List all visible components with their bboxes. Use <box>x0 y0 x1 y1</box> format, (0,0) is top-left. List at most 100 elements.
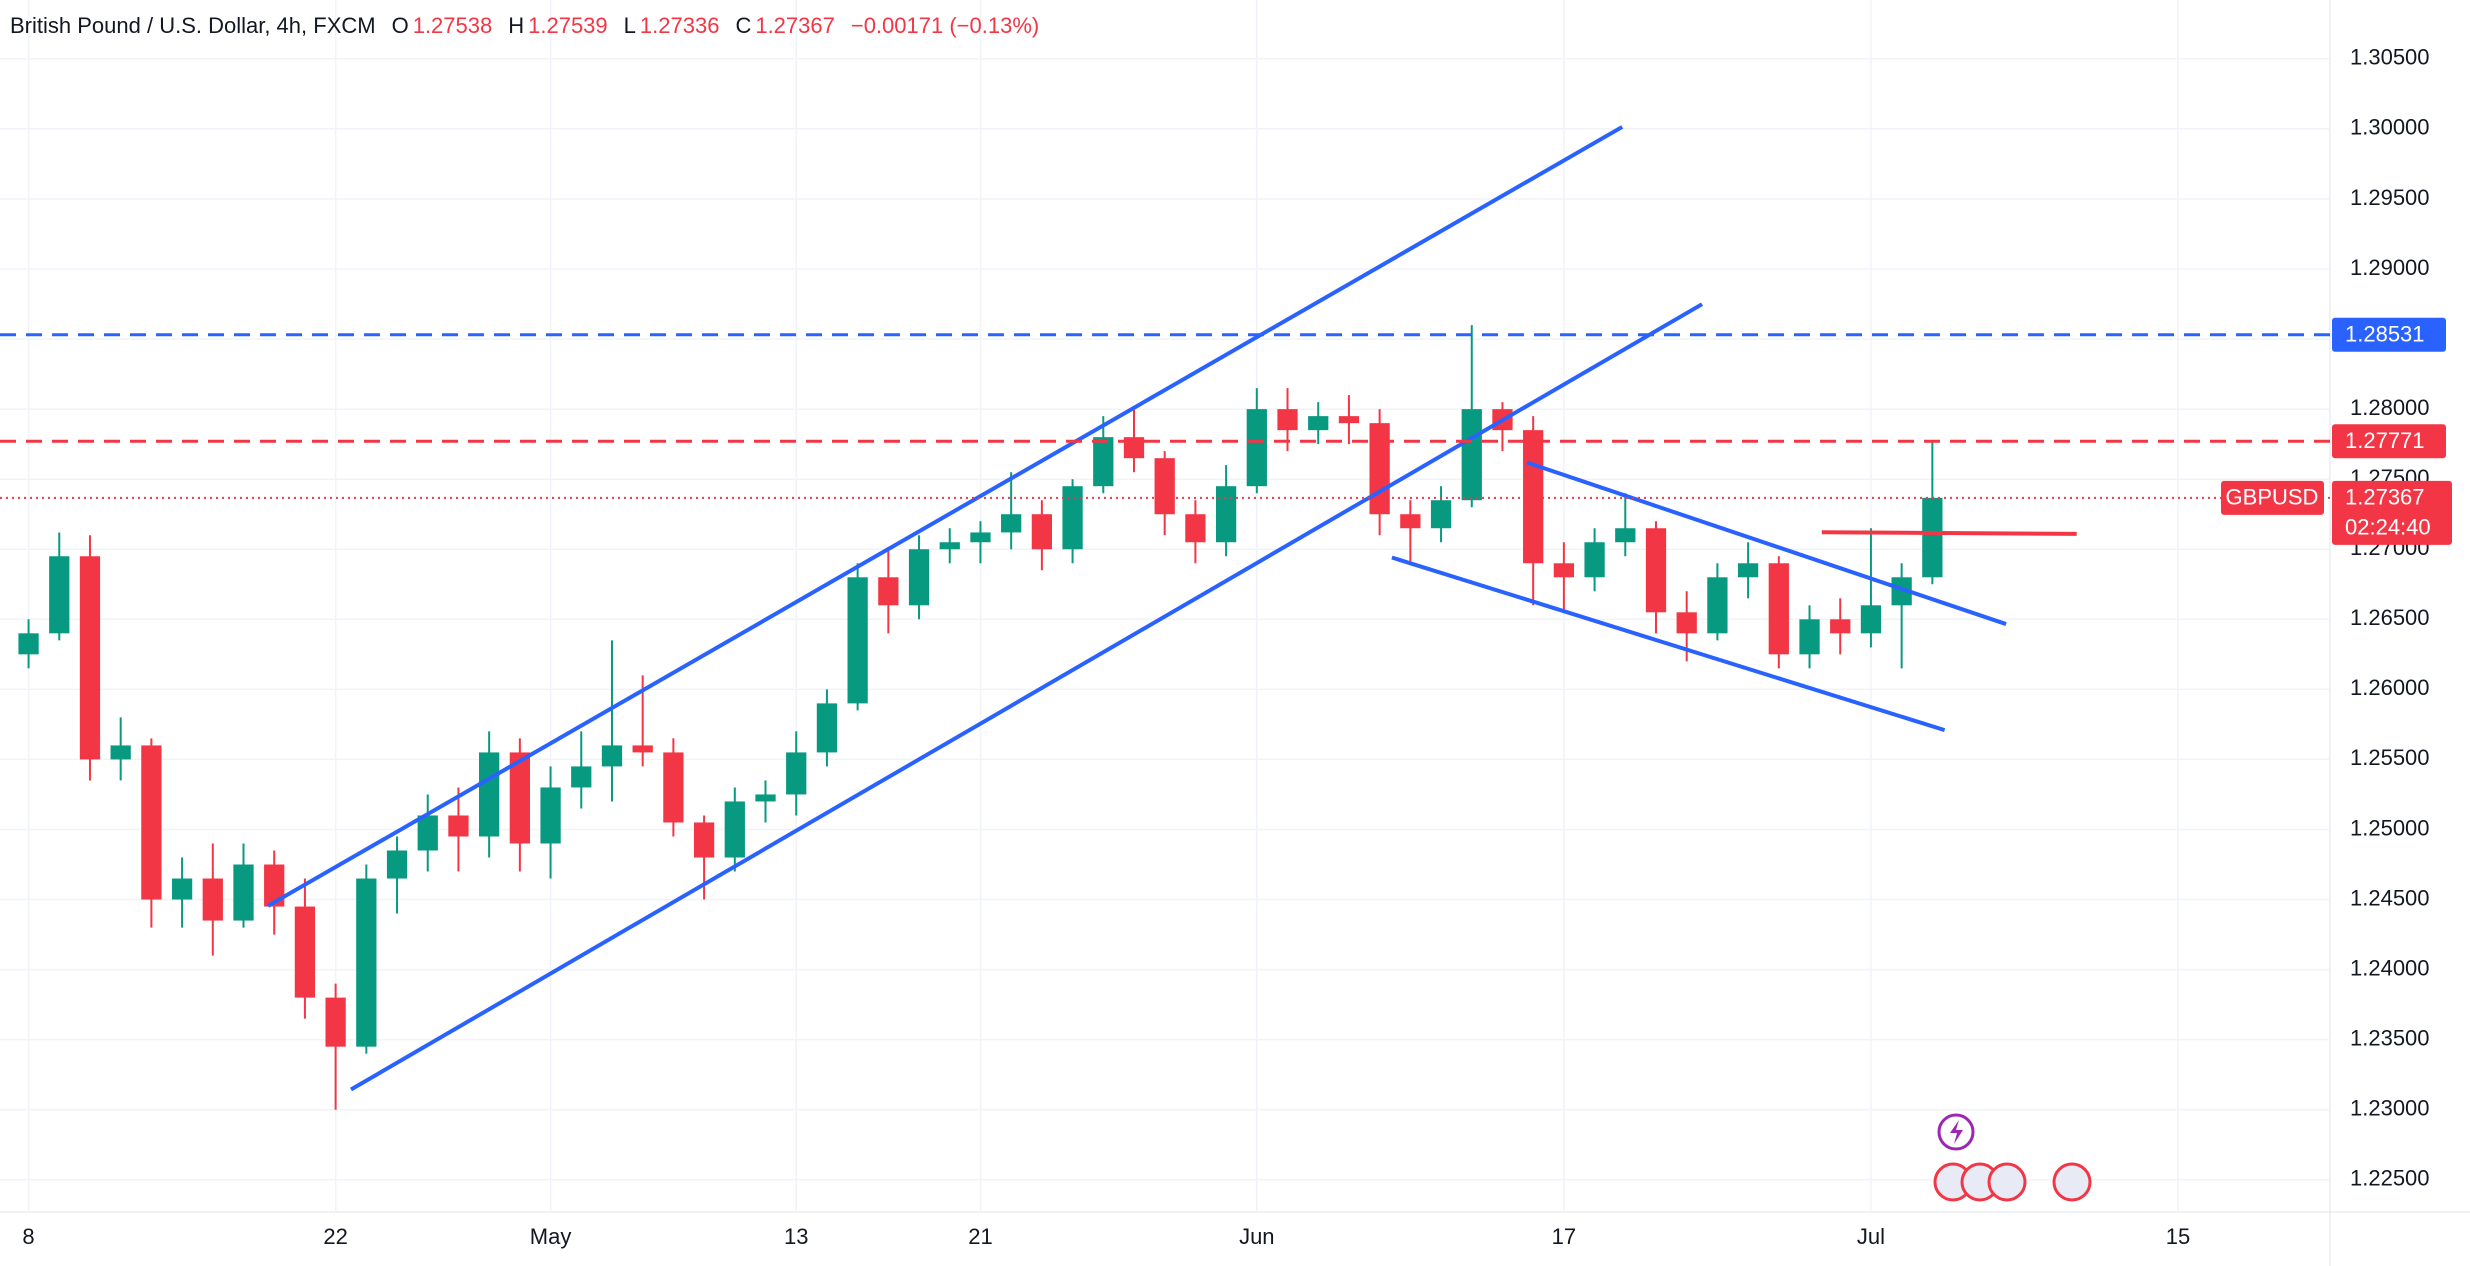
y-tick-label: 1.30000 <box>2350 115 2430 140</box>
candle-body <box>1246 409 1267 487</box>
candle-body <box>1031 514 1053 550</box>
y-tick-label: 1.23500 <box>2350 1025 2430 1050</box>
candle-body <box>908 549 930 606</box>
candle-body <box>1430 500 1452 529</box>
candle-body <box>1062 486 1083 550</box>
y-tick-label: 1.30500 <box>2350 45 2430 70</box>
candle-body <box>79 556 101 760</box>
level-label: 1.28531 <box>2345 322 2425 347</box>
ohlc-value: 1.27538 <box>413 13 493 38</box>
ohlc-label: O <box>392 13 409 38</box>
candle-body <box>601 745 623 767</box>
y-tick-label: 1.26000 <box>2350 675 2430 700</box>
candle-body <box>755 794 776 802</box>
candle-body <box>1615 528 1636 543</box>
candle-body <box>1093 437 1114 487</box>
candle-body <box>233 864 254 921</box>
trend-line <box>349 302 1704 1092</box>
candle-body <box>1799 619 1820 655</box>
trend-line <box>1526 460 2007 626</box>
ohlc-label: H <box>508 13 524 38</box>
candle-body <box>1523 430 1544 564</box>
y-tick-label: 1.28000 <box>2350 395 2430 420</box>
level-label: 1.27771 <box>2345 428 2425 453</box>
candle-body <box>632 745 653 753</box>
event-icon[interactable] <box>2052 1162 2092 1202</box>
y-tick-label: 1.24000 <box>2350 955 2430 980</box>
level-label-box <box>2332 317 2446 352</box>
candle-body <box>49 556 70 634</box>
y-tick-label: 1.25500 <box>2350 745 2430 770</box>
symbol-title: British Pound / U.S. Dollar, 4h, FXCM <box>10 13 376 38</box>
candle-body <box>325 997 346 1047</box>
change-value: −0.00171 (−0.13%) <box>851 13 1039 38</box>
y-tick-label: 1.29500 <box>2350 185 2430 210</box>
candle-body <box>663 752 684 823</box>
level-label-box <box>2332 424 2446 459</box>
y-tick-label: 1.26500 <box>2350 605 2430 630</box>
candle-body <box>1400 514 1421 529</box>
candle-body <box>1308 416 1329 431</box>
candle-body <box>724 801 745 858</box>
candle-body <box>540 787 561 844</box>
x-tick-label: Jun <box>1239 1224 1274 1249</box>
current-price-label: 1.27367 <box>2345 485 2425 510</box>
candle-body <box>1584 542 1605 578</box>
event-icons[interactable] <box>1933 1113 2092 1202</box>
candle-body <box>816 703 838 753</box>
candle-body <box>786 752 807 795</box>
candle-body <box>171 878 193 900</box>
candle-body <box>1369 423 1390 515</box>
y-tick-label: 1.29000 <box>2350 255 2430 280</box>
candle-body <box>1277 409 1298 431</box>
candle-body <box>1922 497 1943 578</box>
x-tick-label: 13 <box>784 1224 808 1249</box>
candle-body <box>1768 563 1789 655</box>
candle-body <box>1707 577 1728 634</box>
candle-body <box>571 766 592 788</box>
candle-body <box>294 906 316 998</box>
candle-body <box>1676 612 1697 634</box>
candle-body <box>1860 605 1882 634</box>
candle-body <box>1830 619 1851 634</box>
candle-body <box>1737 563 1759 578</box>
candle-body <box>1461 409 1482 501</box>
candle-body <box>1154 458 1175 515</box>
header: British Pound / U.S. Dollar, 4h, FXCM O 1.… <box>10 13 1039 38</box>
candle-body <box>141 745 162 900</box>
x-tick-label: 15 <box>2166 1224 2190 1249</box>
plot-area <box>0 0 2330 1212</box>
x-tick-label: 21 <box>968 1224 992 1249</box>
candle-body <box>1215 486 1237 543</box>
x-tick-label: May <box>530 1224 572 1249</box>
countdown-label: 02:24:40 <box>2345 515 2431 540</box>
ohlc-value: 1.27367 <box>755 13 835 38</box>
trend-line <box>1821 530 2077 536</box>
ohlc-label: L <box>624 13 636 38</box>
symbol-label-box <box>2221 480 2324 515</box>
candle-body <box>264 864 285 907</box>
x-tick-label: 8 <box>22 1224 34 1249</box>
candle-body <box>1338 416 1360 424</box>
candle-body <box>509 752 530 844</box>
candle-body <box>693 822 715 858</box>
y-tick-label: 1.24500 <box>2350 885 2430 910</box>
candle-body <box>1001 514 1022 533</box>
ohlc-value: 1.27539 <box>528 13 608 38</box>
candle-body <box>417 815 438 851</box>
candle-body <box>202 878 223 921</box>
y-tick-label: 1.25000 <box>2350 815 2430 840</box>
candle-body <box>448 815 469 837</box>
candle-body <box>1185 514 1206 543</box>
candle-body <box>847 577 868 704</box>
candle-body <box>479 752 500 837</box>
x-tick-label: 22 <box>323 1224 347 1249</box>
x-tick-label: Jul <box>1857 1224 1885 1249</box>
candle-body <box>356 878 377 1047</box>
candle-body <box>1645 528 1667 613</box>
candle-body <box>18 633 39 655</box>
candle-body <box>970 532 991 543</box>
x-tick-label: 17 <box>1552 1224 1576 1249</box>
event-icon[interactable] <box>1987 1162 2027 1202</box>
